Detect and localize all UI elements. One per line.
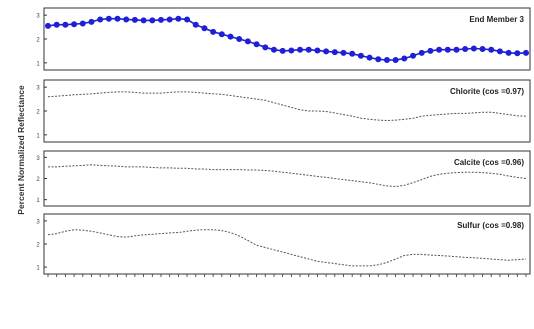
data-point <box>314 47 321 54</box>
data-point <box>410 52 417 59</box>
data-point <box>470 45 477 52</box>
series-name-label: Chlorite (cos =0.97) <box>450 87 524 96</box>
data-point <box>288 47 295 54</box>
data-point <box>236 36 243 42</box>
data-point <box>227 33 234 40</box>
data-point <box>392 56 399 63</box>
data-point <box>349 50 356 57</box>
panel-frame <box>43 213 531 275</box>
data-point <box>140 17 147 24</box>
data-point <box>401 55 408 62</box>
data-point <box>323 48 330 55</box>
data-point <box>523 49 529 56</box>
series-name-label: End Member 3 <box>469 15 524 24</box>
y-tick-label: 2 <box>36 110 40 116</box>
data-point <box>262 44 269 51</box>
data-point <box>514 50 521 57</box>
data-point <box>244 38 251 45</box>
data-point <box>166 16 173 23</box>
series-name-label: Sulfur (cos =0.98) <box>457 221 524 230</box>
y-tick-label: 2 <box>36 177 40 183</box>
data-point <box>131 16 138 23</box>
data-point <box>436 46 443 53</box>
data-point <box>505 49 512 56</box>
y-tick-label: 2 <box>36 38 40 44</box>
data-point <box>383 56 390 63</box>
data-point <box>53 21 60 28</box>
panel-3: 1 2 3 Calcite (cos =0.96) <box>36 150 531 207</box>
panel-frame <box>43 150 531 207</box>
panel-1: 1 2 3 End Member 3 <box>36 7 531 71</box>
series-line-3 <box>48 164 527 188</box>
data-point <box>253 41 260 48</box>
data-point <box>218 31 225 38</box>
data-point <box>305 46 312 53</box>
data-point <box>201 25 208 32</box>
data-point <box>427 47 434 54</box>
panels-group: 1 2 3 End Member 3 1 2 3 Chlorite (cos =0.97) 1 2… <box>36 7 531 275</box>
y-tick-label: 3 <box>36 219 40 225</box>
y-axis-label: Percent Normalized Reflectance <box>16 85 26 215</box>
data-point <box>488 46 495 53</box>
data-point <box>375 56 382 63</box>
data-point <box>297 46 304 53</box>
data-point <box>62 21 69 28</box>
y-tick-label: 3 <box>36 156 40 162</box>
data-point <box>79 20 86 27</box>
y-tick-label: 1 <box>36 198 40 204</box>
data-point <box>331 49 338 56</box>
data-point <box>123 16 130 23</box>
data-point <box>149 17 156 24</box>
data-point <box>45 22 51 29</box>
x-axis <box>47 274 527 277</box>
data-point <box>210 28 217 35</box>
data-point <box>444 46 451 53</box>
data-point <box>71 21 78 28</box>
data-point <box>366 54 373 61</box>
data-point <box>97 16 104 23</box>
data-point <box>114 15 121 22</box>
data-point <box>105 15 112 22</box>
series-line-4 <box>47 229 527 267</box>
data-point <box>357 52 364 59</box>
data-point <box>496 48 503 55</box>
data-point <box>462 46 469 53</box>
data-point <box>157 16 164 23</box>
data-point <box>184 16 191 23</box>
data-point <box>175 15 182 22</box>
series-name-label: Calcite (cos =0.96) <box>454 158 524 167</box>
y-tick-label: 2 <box>36 243 40 249</box>
data-point <box>270 46 277 53</box>
y-tick-label: 3 <box>36 86 40 92</box>
y-tick-label: 1 <box>36 61 40 67</box>
panel-2: 1 2 3 Chlorite (cos =0.97) <box>36 79 531 143</box>
y-tick-label: 1 <box>36 133 40 139</box>
data-point <box>88 18 95 25</box>
data-point <box>479 46 486 53</box>
data-point <box>453 46 460 53</box>
y-tick-label: 1 <box>36 266 40 272</box>
data-point <box>418 49 425 56</box>
y-tick-label: 3 <box>36 14 40 20</box>
panel-4: 1 2 3 Sulfur (cos =0.98) <box>36 213 531 275</box>
panel-frame <box>43 79 531 143</box>
data-point <box>279 47 286 54</box>
data-point <box>340 49 347 56</box>
data-point <box>192 21 199 28</box>
